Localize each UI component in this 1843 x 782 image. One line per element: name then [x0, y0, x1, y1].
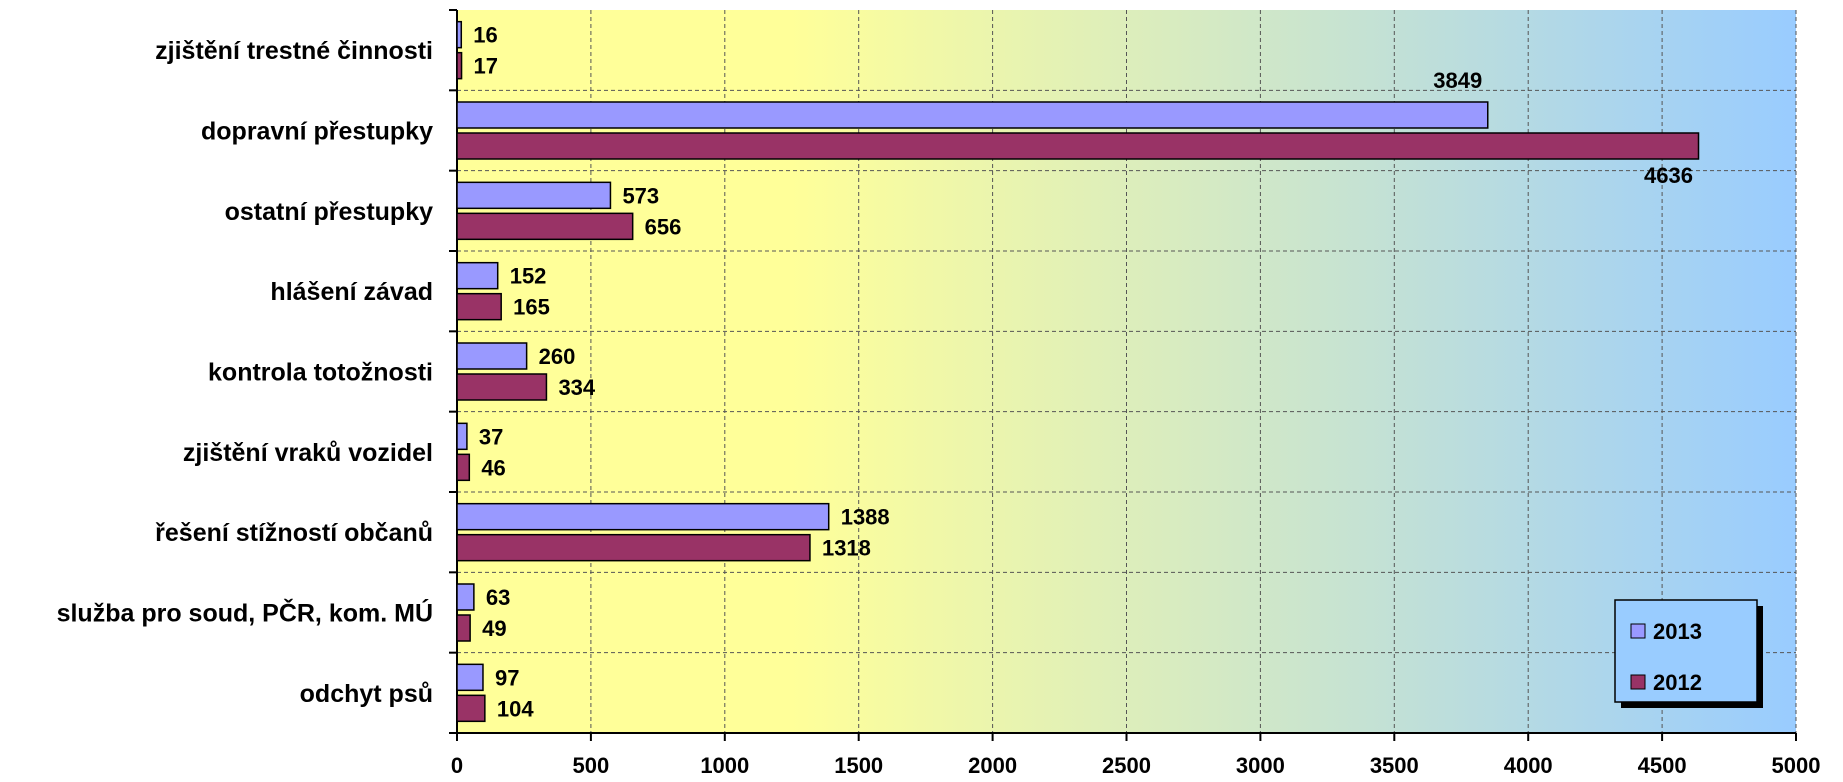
data-label: 4636	[1644, 163, 1693, 188]
bar-2012	[456, 132, 1700, 160]
bar-2013	[456, 261, 499, 290]
bar-2012	[456, 694, 486, 723]
bar-2012	[456, 614, 471, 642]
data-label: 1318	[822, 536, 871, 561]
category-label: dopravní přestupky	[201, 118, 433, 146]
gridlines	[457, 10, 1797, 733]
data-label: 63	[486, 585, 510, 610]
bar-2013	[456, 181, 612, 210]
x-tick-label: 4500	[1638, 753, 1687, 778]
data-label: 97	[495, 665, 519, 690]
x-tick-label: 5000	[1772, 753, 1821, 778]
data-label: 1388	[841, 505, 890, 530]
category-label: zjištění trestné činnosti	[155, 37, 433, 65]
data-label: 334	[558, 375, 595, 400]
data-label: 17	[474, 54, 498, 79]
data-label: 46	[481, 455, 505, 480]
bar-2013	[456, 663, 484, 692]
bar-2012	[456, 212, 634, 241]
bar-2013	[456, 502, 830, 531]
data-label: 49	[482, 616, 506, 641]
bar-2013	[456, 583, 475, 611]
x-tick-label: 1500	[834, 753, 883, 778]
x-tick-label: 3000	[1236, 753, 1285, 778]
data-label: 165	[513, 295, 550, 320]
legend-label-2012: 2012	[1653, 670, 1702, 695]
bar-2012	[456, 533, 811, 562]
category-label: řešení stížností občanů	[155, 519, 433, 547]
category-label: zjištění vraků vozidel	[183, 439, 433, 467]
legend: 2013 2012	[1614, 599, 1763, 708]
category-label: ostatní přestupky	[225, 198, 433, 226]
data-label: 3849	[1433, 68, 1482, 93]
legend-label-2013: 2013	[1653, 619, 1702, 644]
x-tick-label: 3500	[1370, 753, 1419, 778]
data-label: 104	[497, 696, 534, 721]
bar-2012	[456, 292, 502, 321]
category-label: odchyt psů	[300, 680, 433, 708]
bars	[456, 20, 1700, 723]
axes	[449, 9, 1797, 741]
x-tick-label: 1000	[700, 753, 749, 778]
bar-2013	[456, 422, 468, 451]
bar-2012	[456, 51, 463, 80]
data-label: 656	[645, 214, 682, 239]
bar-2013	[456, 342, 528, 370]
x-tick-label: 2000	[968, 753, 1017, 778]
x-tick-label: 0	[451, 753, 463, 778]
labels: 0 500 1000 1500 2000 2500 3000 3500 4000 4500 5000…	[57, 23, 1821, 778]
data-label: 152	[510, 264, 547, 289]
x-tick-label: 500	[573, 753, 610, 778]
bar-2013	[456, 20, 463, 49]
data-label: 573	[622, 183, 659, 208]
bar-2012	[456, 453, 471, 482]
legend-swatch-2012	[1630, 674, 1646, 690]
category-label: služba pro soud, PČR, kom. MÚ	[57, 598, 433, 628]
x-tick-label: 2500	[1102, 753, 1151, 778]
data-label: 260	[539, 344, 576, 369]
data-label: 16	[473, 23, 497, 48]
bar-2013	[456, 101, 1489, 129]
category-label: kontrola totožnosti	[208, 359, 433, 387]
legend-swatch-2013	[1630, 623, 1646, 639]
bar-2012	[456, 373, 548, 401]
x-tick-label: 4000	[1504, 753, 1553, 778]
data-label: 37	[479, 424, 503, 449]
category-label: hlášení závad	[270, 278, 433, 306]
